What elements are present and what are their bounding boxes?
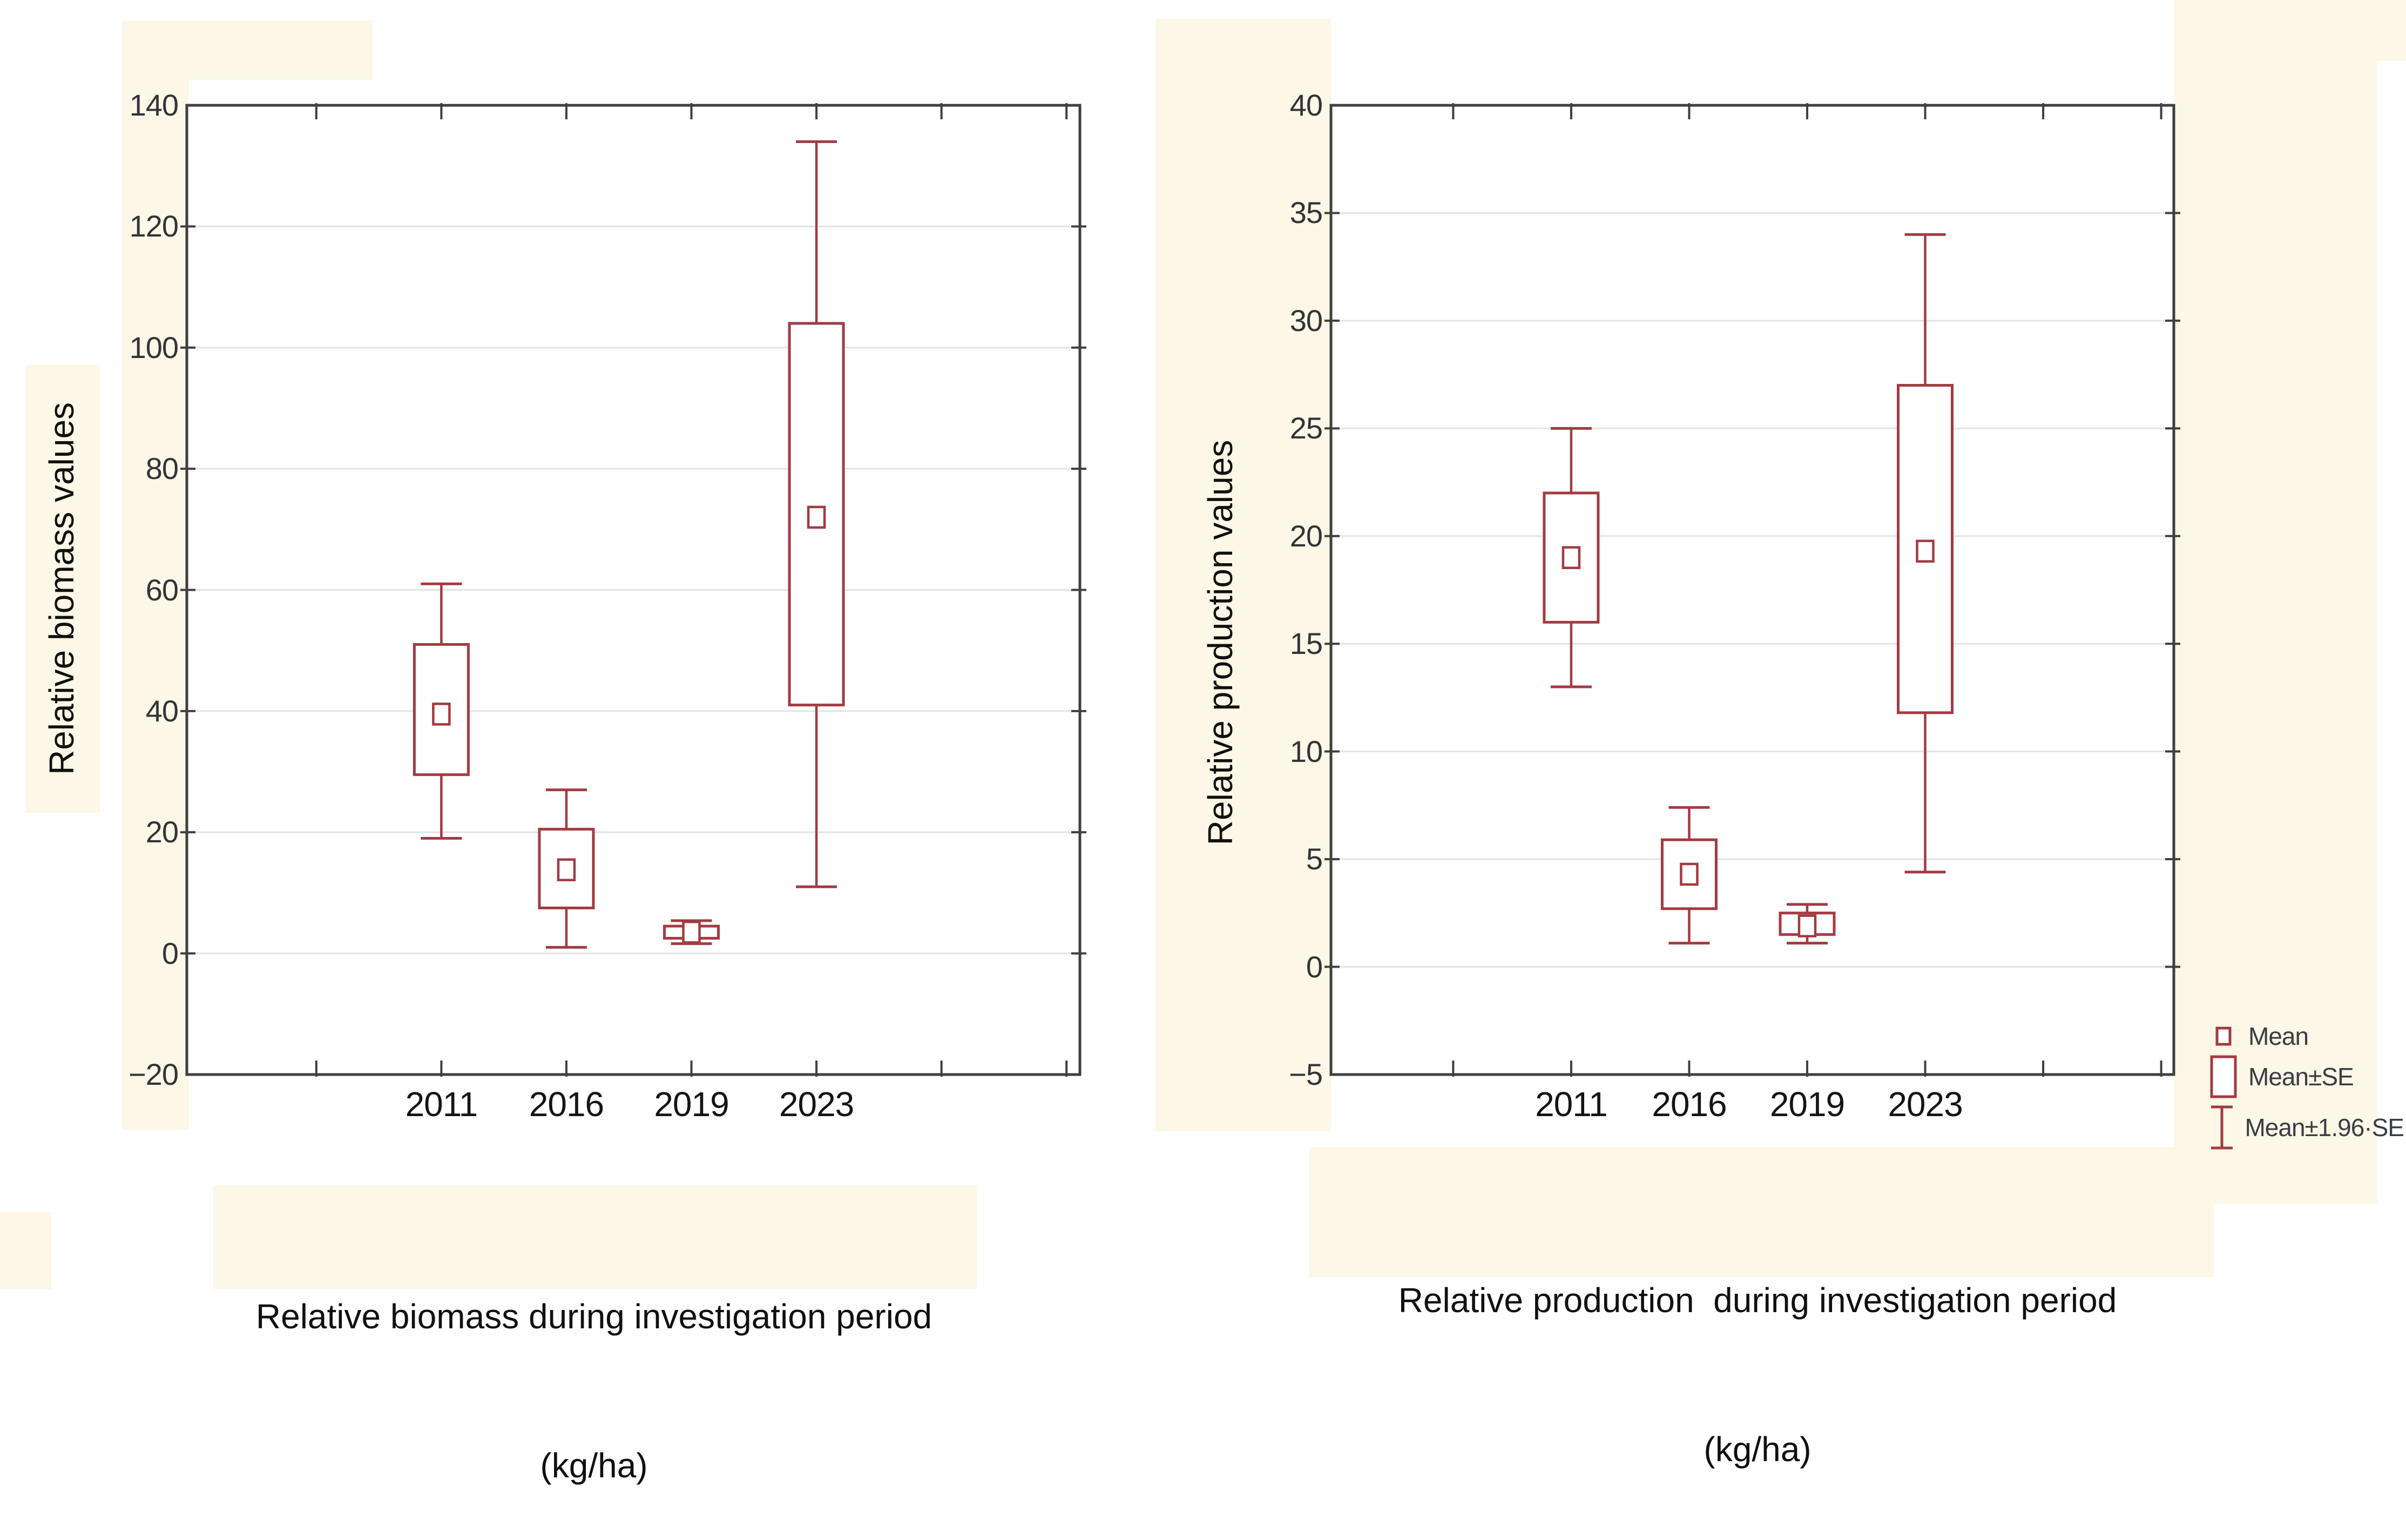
y-tick-label: −20: [129, 1057, 179, 1091]
highlight-band-middle: [1155, 19, 1331, 1131]
right-x-axis-title: Relative production during investigation…: [1312, 1176, 2203, 1524]
x-category-label-2023: 2023: [1888, 1085, 1963, 1124]
plot-frame: [185, 104, 1082, 1076]
y-tick-label: 80: [145, 451, 179, 486]
y-tick-label: 0: [1306, 949, 1323, 984]
x-category-label-2019: 2019: [654, 1085, 729, 1124]
se-box-icon: [2199, 1054, 2248, 1099]
highlight-band-top-right-corner: [2322, 0, 2406, 60]
left-x-axis-title-line1: Relative biomass during investigation pe…: [255, 1297, 932, 1336]
box-series-2019: [663, 919, 720, 945]
legend-item-label: Mean±SE: [2248, 1063, 2354, 1091]
mean-marker: [807, 505, 826, 529]
box-plots-canvas: [180, 103, 2180, 1077]
x-category-label-2011: 2011: [405, 1085, 478, 1124]
right-x-axis-title-line2: (kg/ha): [1704, 1430, 1812, 1469]
y-tick-label: 30: [1289, 303, 1323, 337]
x-category-label-2023: 2023: [779, 1085, 854, 1124]
left-x-axis-title-line2: (kg/ha): [540, 1446, 648, 1485]
left-y-axis-title: Relative biomass values: [42, 402, 81, 775]
highlight-band-left-ticks: [121, 21, 189, 1130]
legend-item-label: Mean: [2248, 1022, 2309, 1050]
mean-marker: [1562, 546, 1581, 569]
box-series-2019: [1779, 903, 1836, 945]
figure-page: { "figure": { "description": "Two box-wh…: [0, 0, 2406, 1485]
y-tick-label: 20: [1289, 518, 1323, 553]
mean-marker: [1916, 539, 1935, 563]
mean-marker: [1680, 862, 1699, 886]
box-series-2023: [788, 140, 845, 888]
y-tick-label: 100: [129, 330, 179, 364]
y-tick-label: −5: [1289, 1057, 1323, 1091]
highlight-band-bottom-left: [0, 1212, 51, 1289]
legend-item-mean: Mean: [2199, 1022, 2404, 1051]
y-tick-label: 140: [129, 88, 179, 122]
y-tick-label: 10: [1289, 734, 1323, 768]
legend-item-label: Mean±1.96·SE: [2245, 1113, 2404, 1142]
y-tick-label: 0: [161, 936, 179, 970]
plot-area: [1331, 105, 2174, 1075]
highlight-band-right-column: [2174, 0, 2377, 1204]
mean-marker: [1797, 914, 1817, 938]
legend: Mean Mean±SE Mean±1.96·SE: [2199, 1022, 2404, 1152]
y-tick-label: 20: [145, 815, 179, 849]
x-category-label-2011: 2011: [1535, 1085, 1608, 1124]
y-tick-label: 25: [1289, 411, 1323, 445]
y-tick-label: 5: [1306, 842, 1323, 876]
y-tick-label: 15: [1289, 626, 1323, 661]
highlight-band-left-ytitle: [26, 364, 100, 813]
y-tick-label: 120: [129, 209, 179, 244]
x-category-label-2016: 2016: [529, 1085, 604, 1124]
y-tick-label: 40: [1289, 88, 1323, 122]
box-series-2011: [1543, 427, 1600, 688]
y-tick-label: 40: [145, 693, 179, 728]
highlight-band-left-title: [213, 1185, 977, 1289]
plot-frame: [1329, 104, 2175, 1076]
mean-marker-icon: [2199, 1023, 2248, 1050]
box-series-2016: [1660, 806, 1718, 945]
y-tick-label: 60: [145, 572, 179, 607]
mean-marker: [432, 703, 451, 726]
box-series-2011: [413, 582, 470, 840]
highlight-band-right-title: [1309, 1147, 2214, 1277]
left-x-axis-title: Relative biomass during investigation pe…: [202, 1192, 985, 1540]
box-series-2016: [538, 788, 595, 949]
ci-whisker-icon: [2199, 1103, 2245, 1152]
x-category-label-2016: 2016: [1652, 1085, 1727, 1124]
x-category-label-2019: 2019: [1769, 1085, 1845, 1124]
mean-marker: [682, 921, 701, 944]
legend-item-ci: Mean±1.96·SE: [2199, 1103, 2404, 1152]
mean-marker: [557, 858, 576, 882]
box-series-2023: [1897, 233, 1954, 874]
right-x-axis-title-line1: Relative production during investigation…: [1398, 1281, 2117, 1320]
y-tick-label: 35: [1289, 195, 1323, 230]
legend-item-se: Mean±SE: [2199, 1054, 2404, 1099]
